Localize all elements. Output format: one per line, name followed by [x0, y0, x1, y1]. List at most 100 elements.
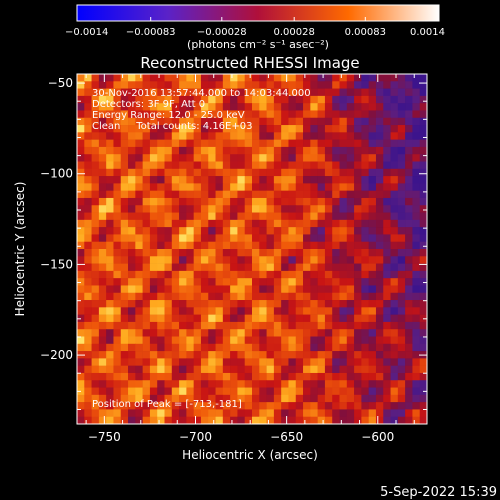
- heatmap-cell: [383, 103, 391, 111]
- heatmap-cell: [317, 321, 326, 330]
- heatmap-cell: [397, 183, 406, 191]
- heatmap-cell: [332, 300, 340, 308]
- heatmap-cell: [98, 183, 107, 191]
- heatmap-cell: [135, 365, 143, 374]
- heatmap-cell: [149, 219, 158, 228]
- heatmap-cell: [106, 343, 114, 352]
- heatmap-cell: [142, 103, 151, 111]
- heatmap-cell: [375, 219, 384, 228]
- heatmap-cell: [303, 74, 311, 82]
- heatmap-cell: [259, 241, 267, 250]
- heatmap-cell: [339, 227, 348, 235]
- heatmap-cell: [288, 387, 297, 396]
- heatmap-cell: [281, 183, 289, 191]
- heatmap-cell: [244, 103, 253, 111]
- heatmap-cell: [273, 278, 282, 286]
- heatmap-cell: [266, 263, 275, 272]
- heatmap-cell: [149, 285, 158, 294]
- heatmap-cell: [179, 285, 187, 294]
- heatmap-cell: [412, 358, 421, 366]
- heatmap-cell: [200, 205, 209, 213]
- heatmap-cell: [106, 95, 114, 104]
- heatmap-cell: [412, 95, 421, 104]
- heatmap-cell: [339, 154, 348, 162]
- heatmap-cell: [405, 212, 413, 221]
- heatmap-cell: [405, 146, 413, 155]
- heatmap-cell: [230, 270, 238, 279]
- heatmap-cell: [361, 387, 369, 396]
- heatmap-cell: [237, 402, 246, 410]
- heatmap-cell: [120, 351, 129, 359]
- heatmap-cell: [332, 336, 340, 345]
- heatmap-cell: [222, 343, 231, 352]
- heatmap-cell: [368, 394, 377, 403]
- heatmap-cell: [310, 372, 318, 381]
- heatmap-cell: [332, 103, 340, 111]
- heatmap-cell: [346, 139, 355, 148]
- heatmap-cell: [84, 409, 92, 418]
- heatmap-cell: [142, 110, 151, 119]
- heatmap-cell: [106, 154, 114, 162]
- heatmap-cell: [310, 300, 318, 308]
- heatmap-cell: [106, 197, 114, 206]
- heatmap-cell: [135, 300, 143, 308]
- heatmap-cell: [157, 110, 165, 119]
- heatmap-cell: [346, 351, 355, 359]
- heatmap-cell: [230, 139, 238, 148]
- heatmap-cell: [91, 212, 100, 221]
- heatmap-cell: [200, 365, 209, 374]
- heatmap-cell: [375, 336, 384, 345]
- heatmap-cell: [244, 329, 253, 337]
- heatmap-cell: [317, 329, 326, 337]
- heatmap-cell: [419, 205, 427, 213]
- heatmap-cell: [215, 263, 224, 272]
- heatmap-cell: [179, 402, 187, 410]
- heatmap-cell: [317, 307, 326, 315]
- heatmap-cell: [281, 234, 289, 243]
- heatmap-cell: [193, 285, 202, 294]
- heatmap-cell: [77, 256, 85, 264]
- heatmap-cell: [324, 249, 333, 257]
- heatmap-cell: [215, 212, 224, 221]
- heatmap-cell: [310, 416, 318, 424]
- heatmap-cell: [91, 81, 100, 89]
- heatmap-cell: [113, 263, 122, 272]
- heatmap-cell: [208, 205, 216, 213]
- heatmap-cell: [222, 351, 231, 359]
- heatmap-cell: [164, 205, 173, 213]
- heatmap-cell: [266, 205, 275, 213]
- heatmap-cell: [273, 139, 282, 148]
- heatmap-cell: [142, 329, 151, 337]
- heatmap-cell: [354, 300, 362, 308]
- heatmap-cell: [215, 278, 224, 286]
- heatmap-cell: [208, 351, 216, 359]
- heatmap-cell: [215, 270, 224, 279]
- heatmap-cell: [77, 197, 85, 206]
- heatmap-cell: [98, 402, 107, 410]
- heatmap-cell: [120, 212, 129, 221]
- heatmap-cell: [193, 365, 202, 374]
- heatmap-cell: [186, 110, 194, 119]
- heatmap-cell: [222, 227, 231, 235]
- heatmap-cell: [230, 263, 238, 272]
- heatmap-cell: [266, 125, 275, 133]
- heatmap-cell: [164, 351, 173, 359]
- heatmap-cell: [171, 74, 180, 82]
- heatmap-cell: [361, 329, 369, 337]
- heatmap-cell: [332, 249, 340, 257]
- heatmap-cell: [281, 270, 289, 279]
- heatmap-cell: [252, 146, 260, 155]
- heatmap-cell: [215, 343, 224, 352]
- heatmap-cell: [317, 278, 326, 286]
- heatmap-cell: [237, 81, 246, 89]
- heatmap-cell: [215, 351, 224, 359]
- heatmap-cell: [244, 285, 253, 294]
- heatmap-cell: [375, 402, 384, 410]
- heatmap-cell: [244, 197, 253, 206]
- heatmap-cell: [157, 168, 165, 177]
- heatmap-cell: [375, 74, 384, 82]
- heatmap-cell: [230, 183, 238, 191]
- heatmap-cell: [295, 329, 304, 337]
- heatmap-cell: [84, 380, 92, 388]
- heatmap-cell: [332, 351, 340, 359]
